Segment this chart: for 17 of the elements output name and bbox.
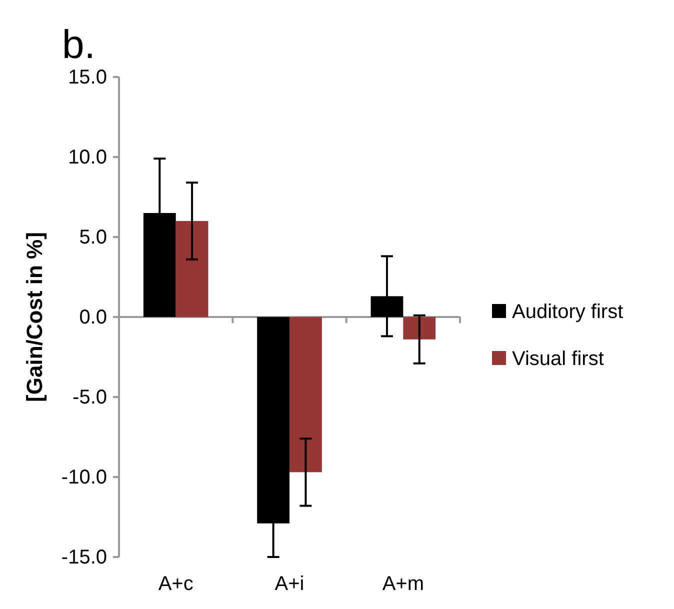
y-tick-label: 10.0 [68, 146, 107, 168]
x-tick-label: A+i [274, 573, 304, 595]
legend-label: Visual first [512, 348, 604, 370]
y-tick-label: 0.0 [79, 306, 107, 328]
y-tick-label: -10.0 [61, 466, 107, 488]
y-tick-label: -5.0 [72, 386, 107, 408]
bar [403, 317, 436, 340]
y-tick-label: -15.0 [61, 546, 107, 568]
chart-title: b. [62, 23, 96, 67]
bar [290, 317, 322, 472]
y-tick-label: 15.0 [68, 66, 107, 88]
x-tick-label: A+c [158, 573, 194, 595]
legend-label: Auditory first [512, 301, 624, 323]
y-tick-label: 5.0 [79, 226, 107, 248]
bar [176, 221, 208, 317]
y-axis-title: [Gain/Cost in %] [22, 232, 47, 402]
x-tick-label: A+m [382, 573, 424, 595]
